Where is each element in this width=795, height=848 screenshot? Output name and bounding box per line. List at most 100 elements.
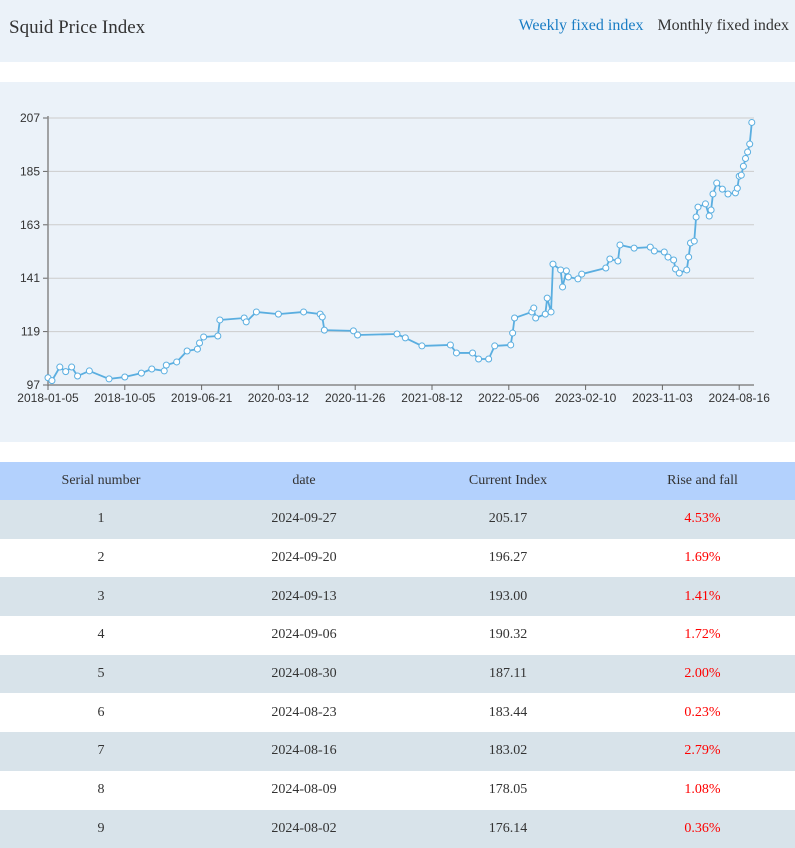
serial-cell: 9 bbox=[0, 810, 202, 848]
data-point bbox=[419, 343, 425, 349]
serial-cell: 3 bbox=[0, 577, 202, 616]
tab-monthly-fixed-index[interactable]: Monthly fixed index bbox=[657, 17, 789, 35]
data-point bbox=[734, 185, 740, 191]
y-tick-label: 119 bbox=[21, 325, 40, 339]
data-point bbox=[719, 186, 725, 192]
data-point bbox=[215, 333, 221, 339]
data-point bbox=[63, 369, 69, 375]
page-title: Squid Price Index bbox=[9, 17, 145, 39]
index-tabs: Weekly fixed index Monthly fixed index bbox=[519, 17, 789, 35]
data-point bbox=[631, 245, 637, 251]
x-tick-label: 2018-10-05 bbox=[94, 391, 156, 405]
serial-cell: 4 bbox=[0, 616, 202, 655]
index-cell: 183.02 bbox=[406, 732, 610, 771]
change-cell: 2.00% bbox=[610, 655, 795, 694]
y-tick-label: 185 bbox=[20, 164, 40, 178]
x-tick-label: 2021-08-12 bbox=[401, 391, 463, 405]
index-cell: 193.00 bbox=[406, 577, 610, 616]
data-point bbox=[86, 368, 92, 374]
data-point bbox=[749, 119, 755, 125]
x-tick-label: 2020-11-26 bbox=[325, 391, 386, 405]
data-point bbox=[743, 155, 749, 161]
date-cell: 2024-08-09 bbox=[202, 771, 406, 810]
date-cell: 2024-09-06 bbox=[202, 616, 406, 655]
data-point bbox=[565, 274, 571, 280]
data-point bbox=[184, 348, 190, 354]
data-point bbox=[194, 346, 200, 352]
index-cell: 176.14 bbox=[406, 810, 610, 848]
data-point bbox=[563, 268, 569, 274]
data-point bbox=[725, 191, 731, 197]
data-point bbox=[714, 180, 720, 186]
change-cell: 1.72% bbox=[610, 616, 795, 655]
data-point bbox=[492, 343, 498, 349]
x-tick-label: 2024-08-16 bbox=[709, 391, 771, 405]
data-point bbox=[695, 204, 701, 210]
data-point bbox=[708, 207, 714, 213]
data-point bbox=[684, 267, 690, 273]
data-point bbox=[163, 362, 169, 368]
data-point bbox=[301, 309, 307, 315]
data-point bbox=[174, 359, 180, 365]
data-point bbox=[550, 261, 556, 267]
serial-cell: 5 bbox=[0, 655, 202, 694]
tab-weekly-fixed-index[interactable]: Weekly fixed index bbox=[519, 17, 644, 35]
serial-cell: 7 bbox=[0, 732, 202, 771]
data-point bbox=[542, 311, 548, 317]
index-cell: 187.11 bbox=[406, 655, 610, 694]
x-tick-label: 2023-02-10 bbox=[555, 391, 617, 405]
data-point bbox=[579, 271, 585, 277]
date-cell: 2024-09-20 bbox=[202, 539, 406, 578]
data-point bbox=[710, 191, 716, 197]
data-point bbox=[558, 267, 564, 273]
data-point bbox=[161, 368, 167, 374]
x-tick-label: 2019-06-21 bbox=[171, 391, 233, 405]
serial-cell: 2 bbox=[0, 539, 202, 578]
data-point bbox=[671, 257, 677, 263]
data-point bbox=[275, 311, 281, 317]
data-point bbox=[470, 350, 476, 356]
table-header-row: Serial number date Current Index Rise an… bbox=[0, 462, 795, 500]
data-point bbox=[486, 356, 492, 362]
data-point bbox=[548, 309, 554, 315]
data-point bbox=[651, 248, 657, 254]
x-tick-label: 2018-01-05 bbox=[17, 391, 79, 405]
data-point bbox=[691, 238, 697, 244]
data-point bbox=[508, 342, 514, 348]
page-header: Squid Price Index Weekly fixed index Mon… bbox=[0, 0, 795, 62]
data-point bbox=[665, 254, 671, 260]
change-cell: 2.79% bbox=[610, 732, 795, 771]
change-cell: 1.69% bbox=[610, 539, 795, 578]
change-cell: 0.23% bbox=[610, 693, 795, 732]
index-cell: 205.17 bbox=[406, 500, 610, 539]
data-point bbox=[676, 270, 682, 276]
date-cell: 2024-08-23 bbox=[202, 693, 406, 732]
data-point bbox=[510, 330, 516, 336]
data-point bbox=[531, 305, 537, 311]
x-tick-label: 2022-05-06 bbox=[478, 391, 540, 405]
y-tick-label: 207 bbox=[20, 111, 40, 125]
data-point bbox=[693, 214, 699, 220]
data-point bbox=[69, 364, 75, 370]
data-point bbox=[49, 378, 55, 384]
index-cell: 190.32 bbox=[406, 616, 610, 655]
data-point bbox=[615, 258, 621, 264]
data-point bbox=[686, 254, 692, 260]
data-point bbox=[197, 340, 203, 346]
serial-cell: 1 bbox=[0, 500, 202, 539]
date-cell: 2024-08-16 bbox=[202, 732, 406, 771]
change-cell: 1.08% bbox=[610, 771, 795, 810]
column-header-serial: Serial number bbox=[0, 462, 202, 500]
series-line bbox=[48, 122, 752, 380]
serial-cell: 6 bbox=[0, 693, 202, 732]
data-point bbox=[745, 149, 751, 155]
data-point bbox=[319, 314, 325, 320]
